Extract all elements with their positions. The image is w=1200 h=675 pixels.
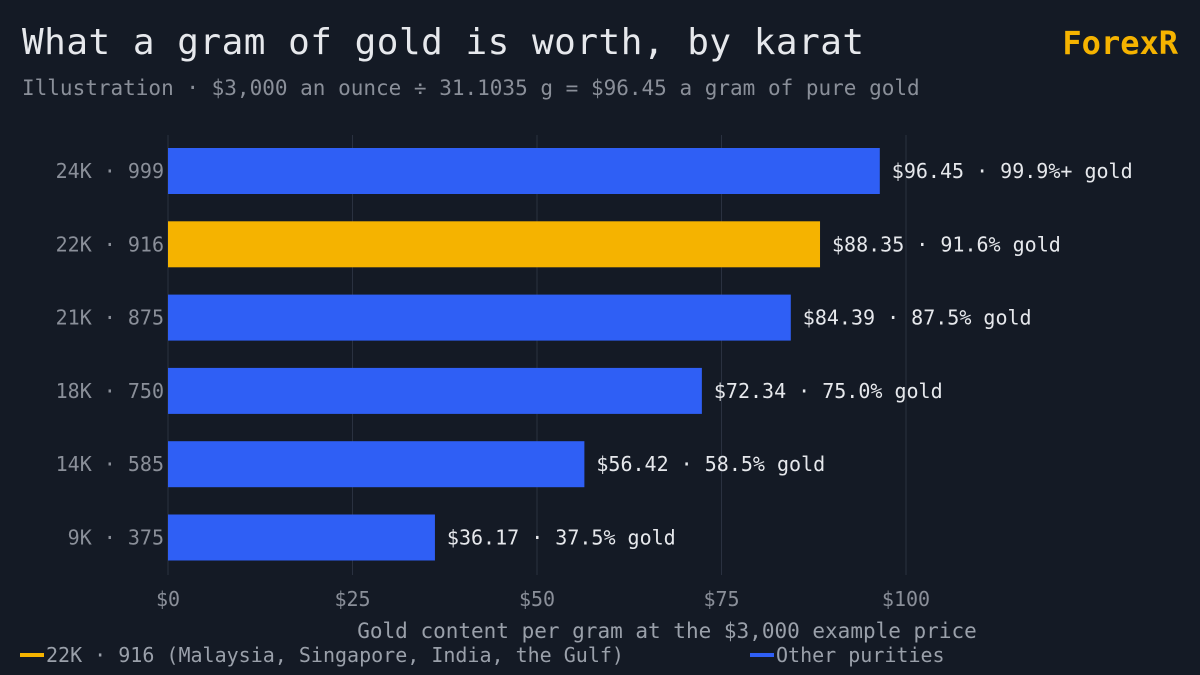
legend-label-other: Other purities [776, 643, 945, 667]
x-tick-label-2: $50 [519, 587, 555, 611]
x-axis-label: Gold content per gram at the $3,000 exam… [357, 619, 977, 643]
value-label-3: $72.34 · 75.0% gold [714, 379, 943, 403]
category-label-4: 14K · 585 [56, 452, 164, 476]
bar-0 [168, 148, 880, 194]
value-label-1: $88.35 · 91.6% gold [832, 232, 1061, 256]
legend-item-highlight: 22K · 916 (Malaysia, Singapore, India, t… [20, 643, 624, 667]
legend-swatch-other [750, 653, 774, 657]
category-label-2: 21K · 875 [56, 306, 164, 330]
category-label-1: 22K · 916 [56, 232, 164, 256]
legend-label-highlight: 22K · 916 (Malaysia, Singapore, India, t… [46, 643, 624, 667]
value-label-5: $36.17 · 37.5% gold [447, 526, 676, 550]
category-label-0: 24K · 999 [56, 159, 164, 183]
category-label-3: 18K · 750 [56, 379, 164, 403]
brand-logo: ForexR [1062, 24, 1178, 62]
x-tick-label-1: $25 [334, 587, 370, 611]
bar-1 [168, 221, 821, 268]
bar-4 [168, 441, 585, 488]
legend-item-other: Other purities [750, 643, 945, 667]
chart-legend: 22K · 916 (Malaysia, Singapore, India, t… [20, 643, 1180, 671]
value-label-4: $56.42 · 58.5% gold [596, 452, 825, 476]
bar-5 [168, 514, 435, 561]
x-tick-label-3: $75 [703, 587, 739, 611]
x-tick-label-4: $100 [882, 587, 930, 611]
x-tick-label-0: $0 [156, 587, 180, 611]
bar-3 [168, 367, 702, 414]
bar-2 [168, 294, 791, 341]
category-label-5: 9K · 375 [68, 526, 164, 550]
value-label-2: $84.39 · 87.5% gold [803, 306, 1032, 330]
value-label-0: $96.45 · 99.9%+ gold [892, 159, 1133, 183]
chart-title: What a gram of gold is worth, by karat [22, 22, 865, 63]
chart-subtitle: Illustration · $3,000 an ounce ÷ 31.1035… [22, 76, 920, 100]
legend-swatch-highlight [20, 653, 44, 657]
